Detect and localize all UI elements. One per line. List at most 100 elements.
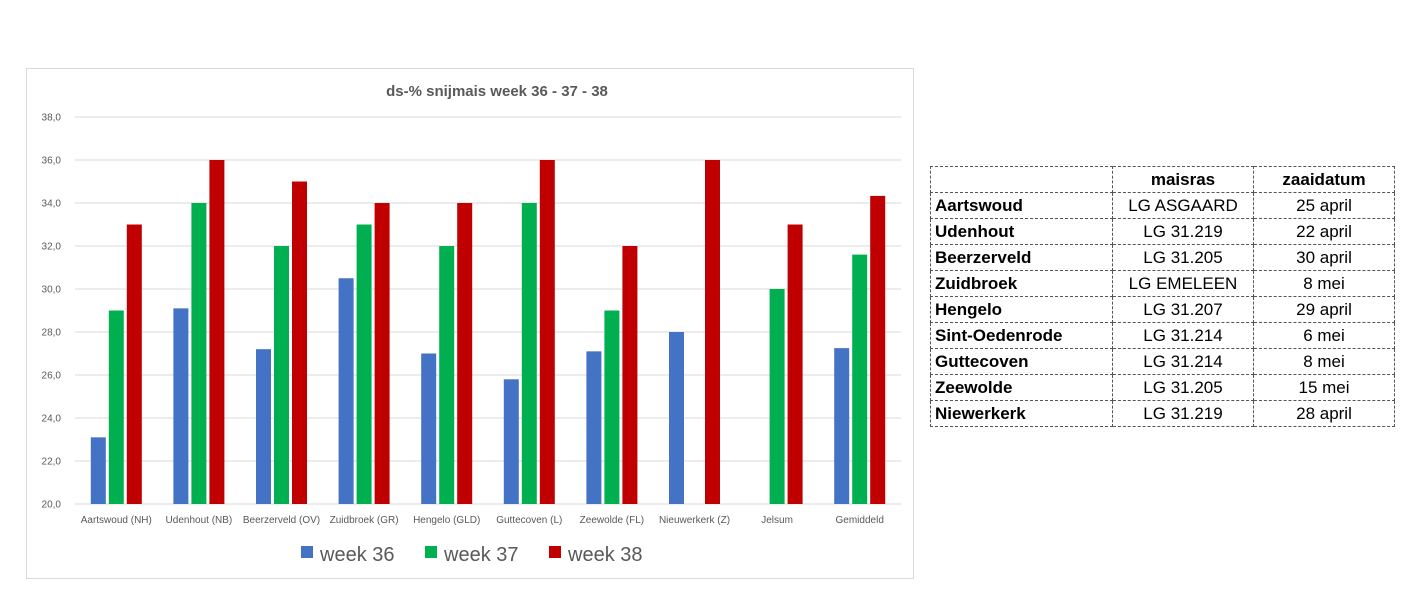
bar-week-36 bbox=[421, 353, 437, 504]
cell-site: Zuidbroek bbox=[930, 270, 1113, 297]
table-row: Zuidbroek LG EMELEEN 8 mei bbox=[930, 270, 1395, 297]
bar-week-37 bbox=[108, 310, 124, 504]
header-cell-zaaidatum: zaaidatum bbox=[1253, 166, 1395, 193]
cell-zaaidatum: 29 april bbox=[1253, 296, 1395, 323]
bar-week-37 bbox=[769, 289, 785, 504]
y-axis: 20,0 22,0 24,0 26,0 28,0 30,0 32,0 34,0 36,0 38,0 bbox=[42, 113, 62, 511]
header-cell-maisras: maisras bbox=[1112, 166, 1254, 193]
table-row: Guttecoven LG 31.214 8 mei bbox=[930, 348, 1395, 375]
y-tick-label: 22,0 bbox=[42, 457, 62, 468]
cell-zaaidatum: 8 mei bbox=[1253, 270, 1395, 297]
header-cell-site bbox=[930, 166, 1113, 193]
x-tick-label: Beerzerveld (OV) bbox=[243, 515, 320, 526]
y-tick-label: 24,0 bbox=[42, 414, 62, 425]
bar-week-38 bbox=[622, 246, 638, 504]
cell-maisras: LG 31.207 bbox=[1112, 296, 1254, 323]
cell-site: Udenhout bbox=[930, 218, 1113, 245]
cell-zaaidatum: 30 april bbox=[1253, 244, 1395, 271]
cell-maisras: LG 31.214 bbox=[1112, 348, 1254, 375]
bar-week-36 bbox=[669, 332, 684, 504]
cell-site: Sint-Oedenrode bbox=[930, 322, 1113, 349]
legend-swatch bbox=[549, 546, 561, 558]
bar-week-38 bbox=[870, 195, 886, 504]
y-tick-label: 20,0 bbox=[42, 500, 62, 511]
legend-label: week 38 bbox=[567, 544, 643, 566]
cell-zaaidatum: 28 april bbox=[1253, 400, 1395, 427]
cell-maisras: LG ASGAARD bbox=[1112, 192, 1254, 219]
bar-week-36 bbox=[503, 379, 519, 504]
cell-maisras: LG 31.219 bbox=[1112, 218, 1254, 245]
table-row: Zeewolde LG 31.205 15 mei bbox=[930, 374, 1395, 401]
cell-zaaidatum: 25 april bbox=[1253, 192, 1395, 219]
bar-week-37 bbox=[274, 246, 289, 504]
bar-week-36 bbox=[586, 351, 602, 504]
y-tick-label: 28,0 bbox=[42, 328, 62, 339]
bar-week-38 bbox=[539, 160, 555, 504]
cell-maisras: LG 31.205 bbox=[1112, 244, 1254, 271]
cell-site: Aartswoud bbox=[930, 192, 1113, 219]
x-tick-label: Zeewolde (FL) bbox=[580, 515, 644, 526]
legend-label: week 37 bbox=[443, 544, 519, 566]
cell-maisras: LG 31.205 bbox=[1112, 374, 1254, 401]
bar-week-37 bbox=[356, 224, 372, 504]
cell-site: Hengelo bbox=[930, 296, 1113, 323]
bar-week-38 bbox=[705, 160, 720, 504]
table-row: Udenhout LG 31.219 22 april bbox=[930, 218, 1395, 245]
bar-week-36 bbox=[90, 437, 106, 504]
table-row: Beerzerveld LG 31.205 30 april bbox=[930, 244, 1395, 271]
table-row: Sint-Oedenrode LG 31.214 6 mei bbox=[930, 322, 1395, 349]
bar-week-38 bbox=[126, 224, 142, 504]
legend-swatch bbox=[301, 546, 313, 558]
y-tick-label: 34,0 bbox=[42, 199, 62, 210]
bar-week-37 bbox=[852, 254, 868, 504]
bar-week-38 bbox=[209, 160, 225, 504]
cell-maisras: LG 31.219 bbox=[1112, 400, 1254, 427]
bar-week-38 bbox=[457, 203, 473, 504]
x-axis: Aartswoud (NH) Udenhout (NB) Beerzerveld (… bbox=[81, 515, 884, 526]
cell-site: Beerzerveld bbox=[930, 244, 1113, 271]
cell-site: Zeewolde bbox=[930, 374, 1113, 401]
bar-week-37 bbox=[191, 203, 207, 504]
bar-chart: ds-% snijmais week 36 - 37 - 38 20,0 22,0… bbox=[42, 83, 901, 566]
legend: week 36 week 37 week 38 bbox=[301, 544, 643, 566]
cell-site: Guttecoven bbox=[930, 348, 1113, 375]
table-header-row: maisras zaaidatum bbox=[930, 166, 1395, 193]
bar-week-37 bbox=[604, 310, 620, 504]
x-tick-label: Guttecoven (L) bbox=[496, 515, 562, 526]
x-tick-label: Hengelo (GLD) bbox=[413, 515, 480, 526]
cell-zaaidatum: 8 mei bbox=[1253, 348, 1395, 375]
bar-week-36 bbox=[256, 349, 271, 504]
y-tick-label: 32,0 bbox=[42, 242, 62, 253]
x-tick-label: Jelsum bbox=[761, 515, 793, 526]
x-tick-label: Zuidbroek (GR) bbox=[330, 515, 399, 526]
legend-swatch bbox=[425, 546, 437, 558]
table-row: Aartswoud LG ASGAARD 25 april bbox=[930, 192, 1395, 219]
bar-week-37 bbox=[521, 203, 537, 504]
y-tick-label: 38,0 bbox=[42, 113, 62, 124]
table-row: Hengelo LG 31.207 29 april bbox=[930, 296, 1395, 323]
bar-week-36 bbox=[338, 278, 354, 504]
chart-panel: ds-% snijmais week 36 - 37 - 38 20,0 22,0… bbox=[26, 68, 914, 579]
x-tick-label: Nieuwerkerk (Z) bbox=[659, 515, 730, 526]
chart-title: ds-% snijmais week 36 - 37 - 38 bbox=[386, 83, 608, 100]
cell-maisras: LG 31.214 bbox=[1112, 322, 1254, 349]
y-tick-label: 26,0 bbox=[42, 371, 62, 382]
bar-week-36 bbox=[173, 308, 189, 504]
y-tick-label: 36,0 bbox=[42, 156, 62, 167]
x-tick-label: Aartswoud (NH) bbox=[81, 515, 152, 526]
cell-site: Niewerkerk bbox=[930, 400, 1113, 427]
x-tick-label: Gemiddeld bbox=[836, 515, 884, 526]
legend-label: week 36 bbox=[319, 544, 395, 566]
cell-zaaidatum: 15 mei bbox=[1253, 374, 1395, 401]
bars bbox=[90, 160, 886, 504]
bar-week-38 bbox=[292, 181, 307, 504]
y-tick-label: 30,0 bbox=[42, 285, 62, 296]
bar-week-38 bbox=[374, 203, 390, 504]
table-row: Niewerkerk LG 31.219 28 april bbox=[930, 400, 1395, 427]
bar-week-37 bbox=[439, 246, 455, 504]
x-tick-label: Udenhout (NB) bbox=[166, 515, 233, 526]
cell-zaaidatum: 6 mei bbox=[1253, 322, 1395, 349]
cell-maisras: LG EMELEEN bbox=[1112, 270, 1254, 297]
cell-zaaidatum: 22 april bbox=[1253, 218, 1395, 245]
bar-week-38 bbox=[787, 224, 803, 504]
